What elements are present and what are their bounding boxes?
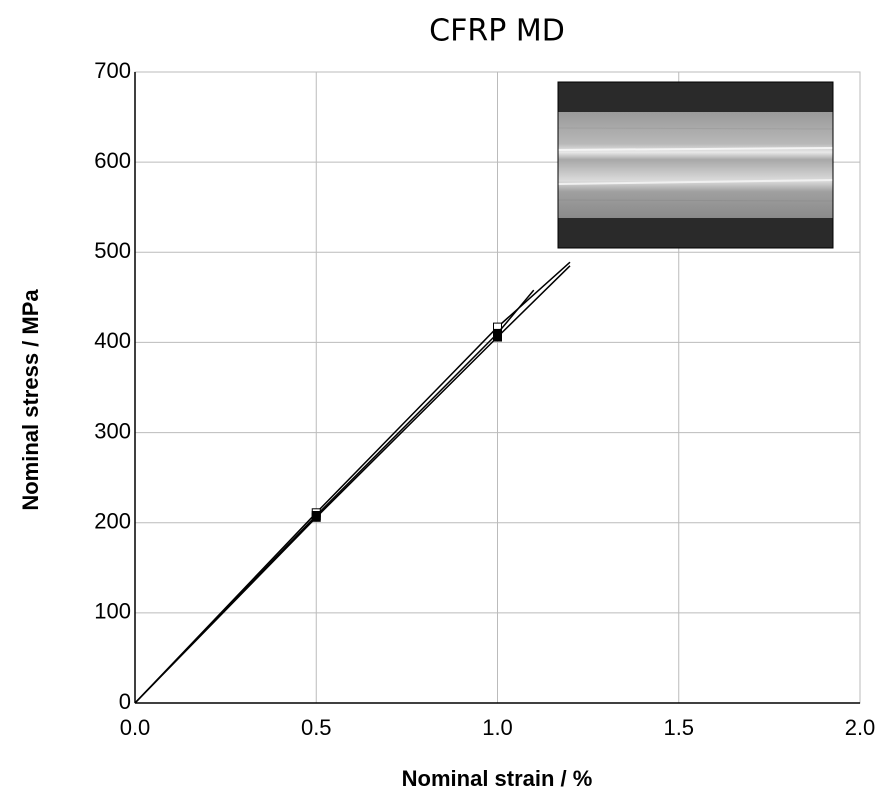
y-axis-label: Nominal stress / MPa: [18, 289, 43, 511]
line: [134, 261, 571, 704]
x-tick-label: 2.0: [845, 715, 876, 740]
x-tick-label: 1.0: [482, 715, 513, 740]
y-tick-label: 100: [94, 599, 131, 624]
y-tick-label: 500: [94, 238, 131, 263]
x-axis-label: Nominal strain / %: [402, 766, 593, 791]
y-tick-label: 300: [94, 418, 131, 443]
x-tick-label: 0.0: [120, 715, 151, 740]
marker: [493, 332, 502, 342]
y-tick-label: 700: [94, 58, 131, 83]
marker: [311, 512, 321, 522]
y-tick-label: 0: [119, 689, 131, 714]
line: [134, 265, 571, 704]
x-tick-label: 0.5: [301, 715, 332, 740]
y-tick-label: 400: [94, 328, 131, 353]
inset-image: [557, 81, 834, 249]
y-tick-label: 200: [94, 509, 131, 534]
chart-title: CFRP MD: [429, 14, 565, 49]
y-tick-label: 600: [94, 148, 131, 173]
x-tick-label: 1.5: [663, 715, 694, 740]
